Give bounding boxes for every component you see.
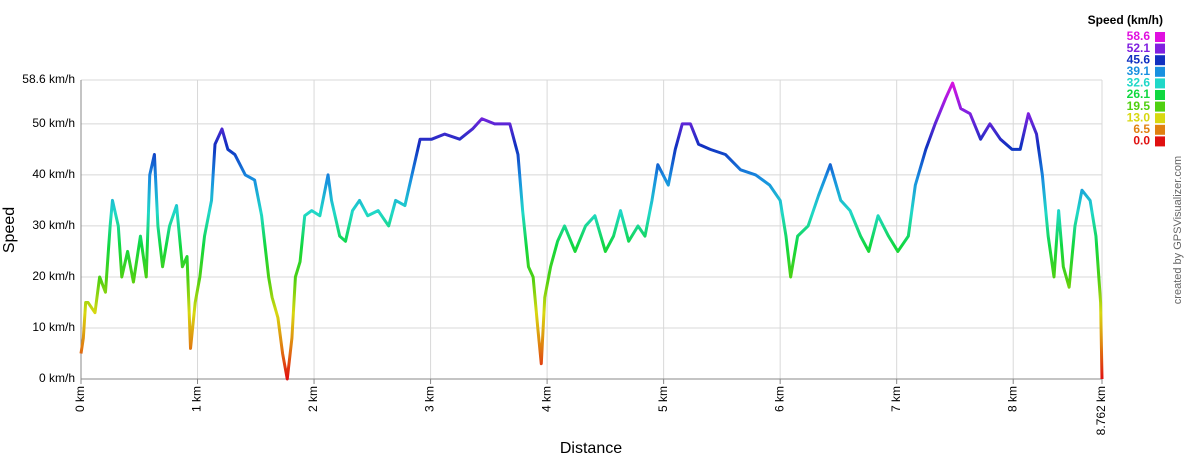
legend-label: 32.6 bbox=[1127, 76, 1151, 90]
y-tick-label: 0 km/h bbox=[39, 371, 75, 385]
legend-swatch bbox=[1155, 78, 1165, 89]
legend-label: 39.1 bbox=[1127, 64, 1151, 78]
x-axis-label: Distance bbox=[560, 440, 622, 457]
legend-swatch bbox=[1155, 113, 1165, 124]
y-tick-label: 30 km/h bbox=[32, 218, 75, 232]
legend-swatch bbox=[1155, 66, 1165, 77]
y-tick-label: 58.6 km/h bbox=[22, 72, 75, 86]
legend-label: 26.1 bbox=[1127, 87, 1151, 101]
legend-label: 52.1 bbox=[1127, 41, 1151, 55]
legend-label: 45.6 bbox=[1127, 52, 1151, 66]
legend-label: 19.5 bbox=[1127, 99, 1151, 113]
legend-label: 6.5 bbox=[1133, 122, 1150, 136]
speed-line bbox=[79, 81, 1104, 381]
legend-swatch bbox=[1155, 124, 1165, 135]
legend-label: 0.0 bbox=[1133, 134, 1150, 148]
x-tick-label: 6 km bbox=[772, 386, 786, 412]
x-tick-label: 4 km bbox=[539, 386, 553, 412]
x-tick-label: 3 km bbox=[423, 386, 437, 412]
legend-swatch bbox=[1155, 90, 1165, 100]
y-tick-label: 50 km/h bbox=[32, 116, 75, 130]
y-axis-label: Speed bbox=[1, 207, 18, 253]
x-tick-label: 0 km bbox=[73, 386, 87, 412]
x-tick-label: 8 km bbox=[1005, 386, 1019, 412]
legend-swatch bbox=[1155, 43, 1165, 54]
y-tick-label: 20 km/h bbox=[32, 269, 75, 283]
legend-label: 13.0 bbox=[1127, 110, 1151, 124]
x-tick-label: 2 km bbox=[306, 386, 320, 412]
x-tick-label: 1 km bbox=[190, 386, 204, 412]
legend-swatch bbox=[1155, 136, 1165, 147]
x-tick-label: 7 km bbox=[889, 386, 903, 412]
legend-swatch bbox=[1155, 32, 1165, 42]
legend-title: Speed (km/h) bbox=[1088, 13, 1163, 27]
y-tick-label: 40 km/h bbox=[32, 167, 75, 181]
credit: created by GPSVisualizer.com bbox=[1172, 156, 1184, 304]
legend-label: 58.6 bbox=[1127, 29, 1151, 43]
x-tick-label: 8.762 km bbox=[1094, 386, 1108, 435]
y-tick-label: 10 km/h bbox=[32, 320, 75, 334]
legend-swatch bbox=[1155, 55, 1165, 66]
x-tick-label: 5 km bbox=[656, 386, 670, 412]
legend-swatch bbox=[1155, 101, 1165, 112]
